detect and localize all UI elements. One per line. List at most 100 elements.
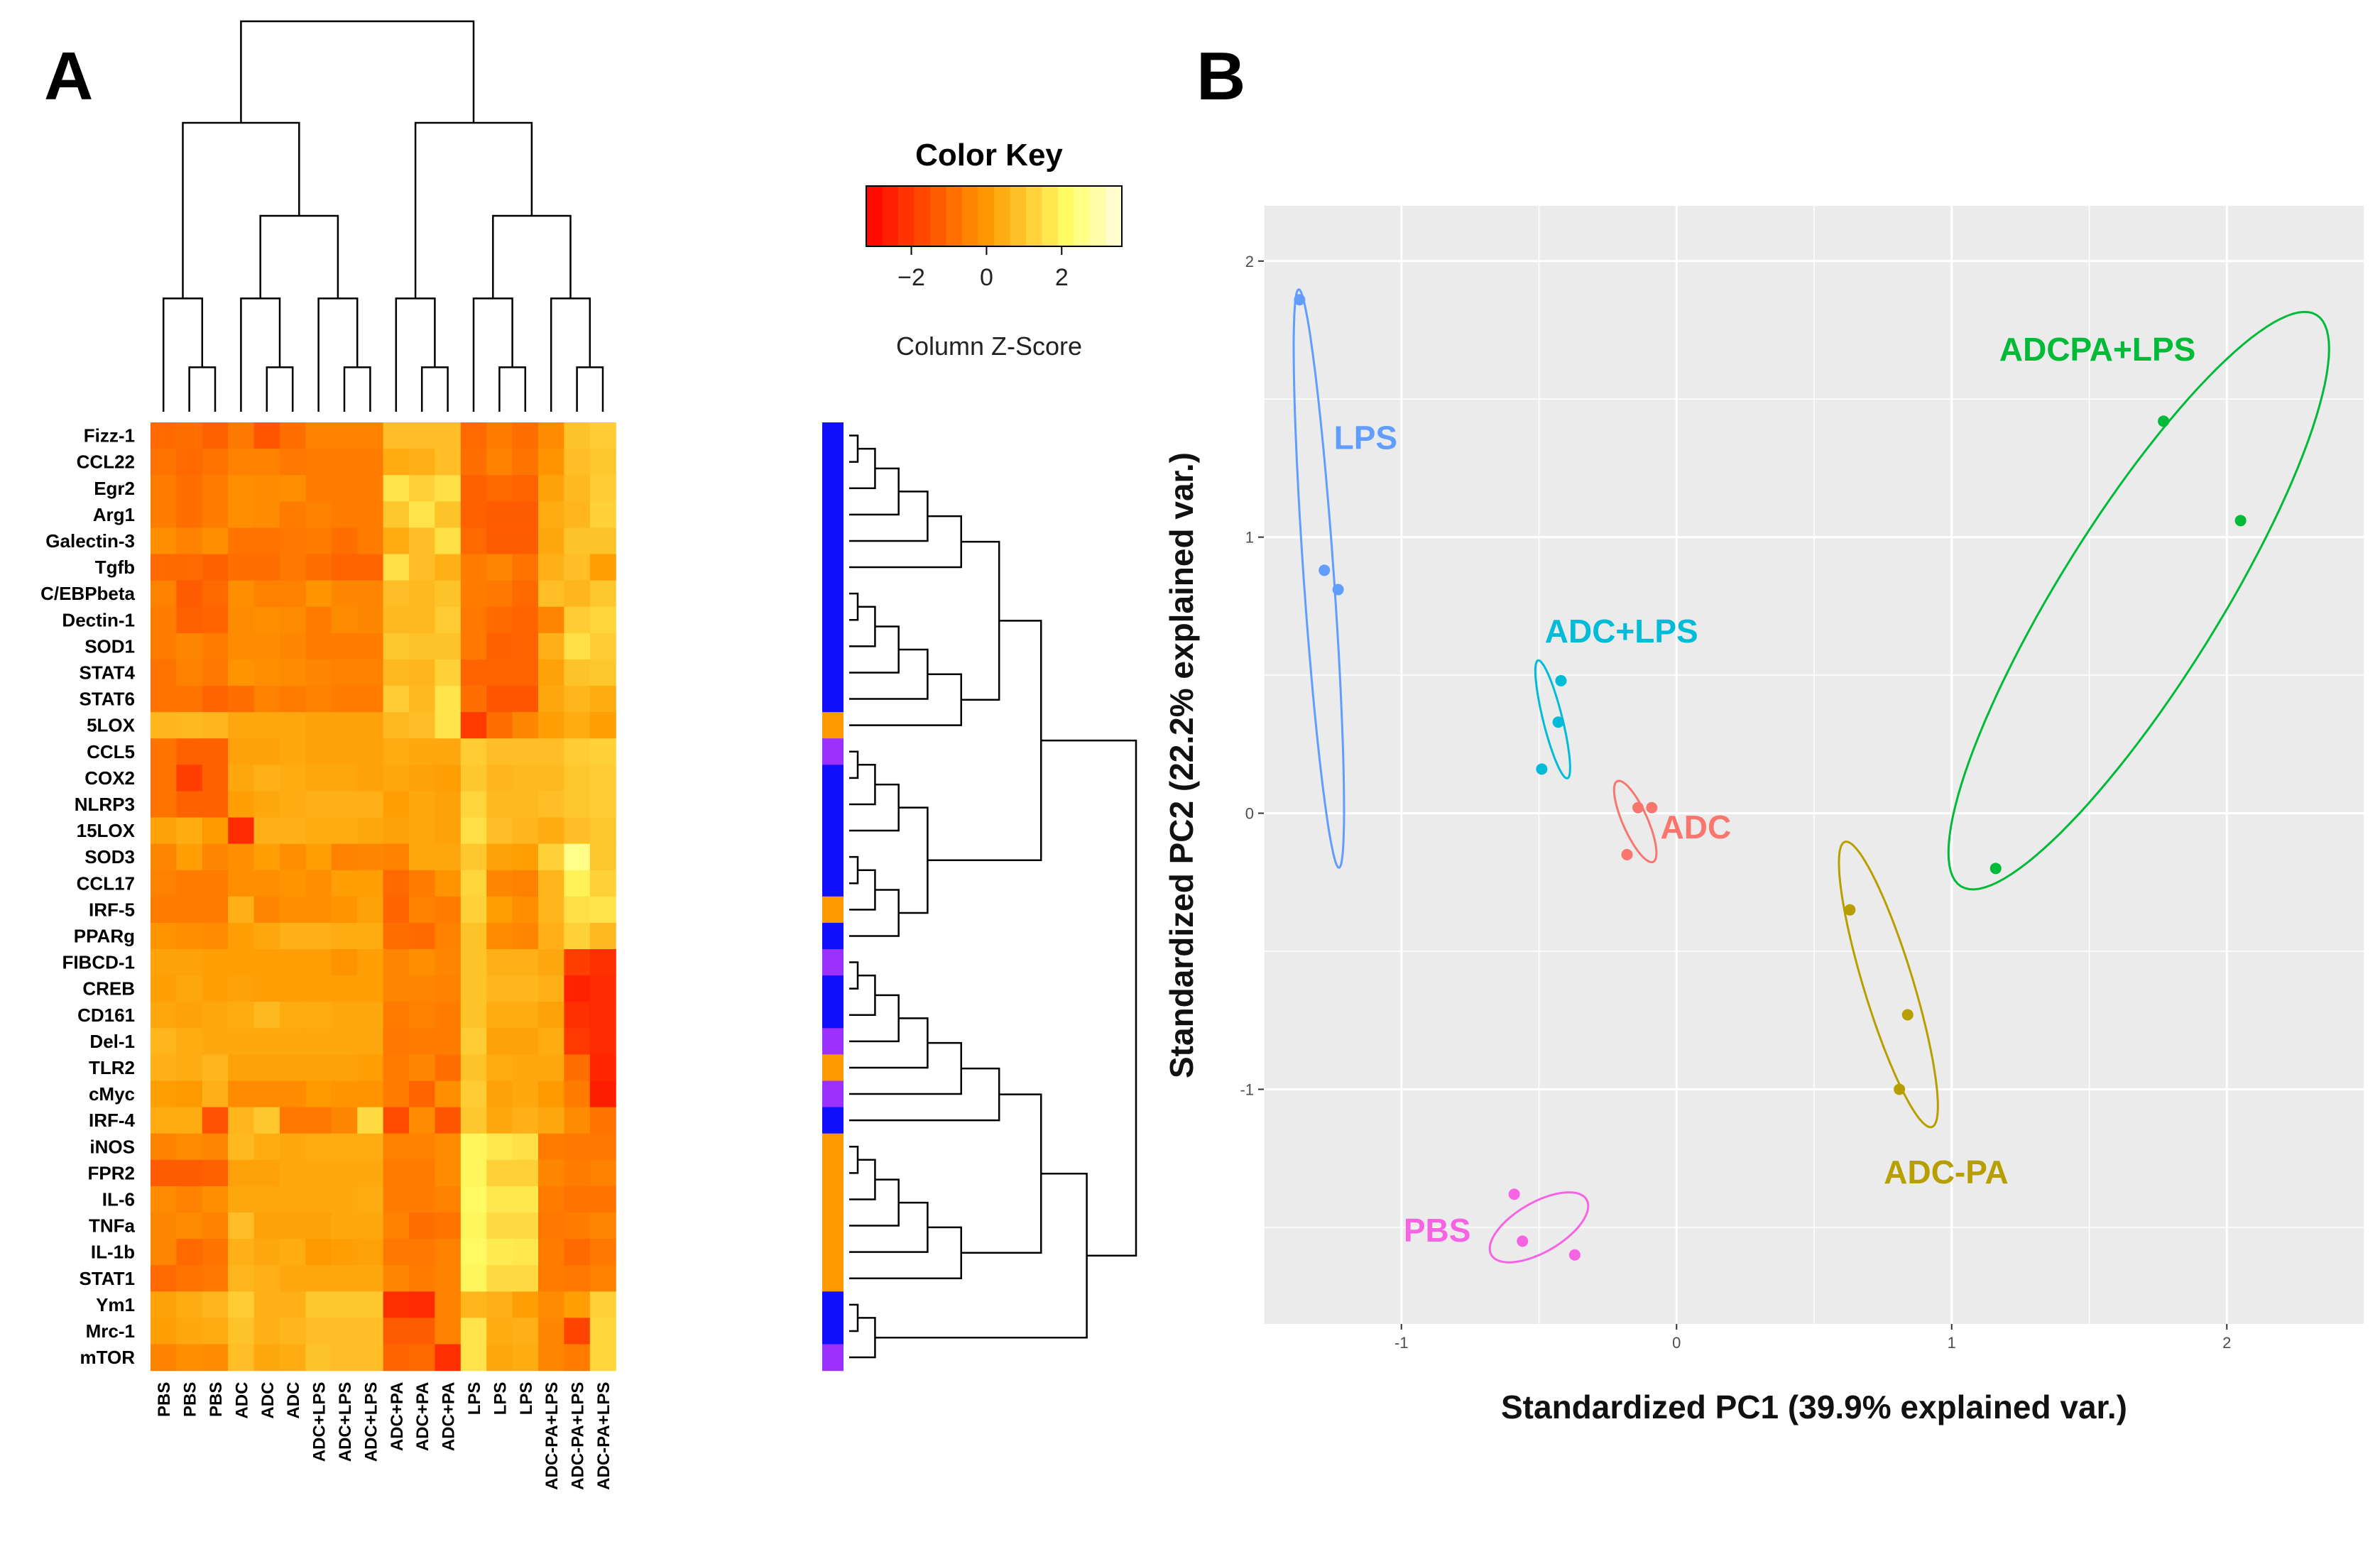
heatmap-cell: [486, 712, 513, 739]
gene-label: STAT1: [80, 1268, 135, 1289]
heatmap-cell: [357, 686, 384, 713]
heatmap-cell: [151, 659, 177, 686]
heatmap-cell: [383, 633, 410, 660]
heatmap-cell: [486, 686, 513, 713]
dendrogram-branch: [162, 297, 204, 412]
heatmap-cell: [460, 554, 487, 581]
heatmap-cell: [486, 896, 513, 924]
x-tick-label: -1: [1394, 1334, 1409, 1352]
group-ellipse: [1292, 288, 1345, 869]
heatmap-cell: [202, 1028, 229, 1055]
gene-label: Dectin-1: [62, 609, 135, 630]
heatmap-cell: [589, 501, 616, 528]
gene-label: Ym1: [96, 1294, 135, 1315]
heatmap-cell: [357, 659, 384, 686]
dendrogram-branch: [317, 297, 359, 412]
heatmap-cell: [305, 712, 332, 739]
heatmap-cell: [151, 1002, 177, 1029]
color-key-tick-label: 2: [1055, 264, 1069, 291]
row-group-marker: [822, 738, 844, 765]
heatmap-cell: [202, 765, 229, 792]
heatmap-cell: [331, 1213, 358, 1239]
heatmap-cell: [409, 1344, 435, 1372]
heatmap-cell: [435, 554, 462, 581]
heatmap-cell: [564, 896, 591, 924]
heatmap-cell: [331, 1265, 358, 1292]
heatmap-cell: [305, 1213, 332, 1239]
heatmap-cell: [589, 1028, 616, 1055]
heatmap-cell: [253, 738, 280, 765]
heatmap-cell: [383, 843, 410, 871]
heatmap-cell: [305, 870, 332, 897]
heatmap-cell: [253, 765, 280, 792]
heatmap-cell: [228, 1028, 255, 1055]
heatmap-cell: [538, 1239, 564, 1266]
heatmap-cell: [538, 686, 564, 713]
heatmap-cell: [409, 501, 435, 528]
gene-label: Egr2: [94, 478, 135, 499]
heatmap-cell: [383, 580, 410, 608]
heatmap-cell: [589, 1213, 616, 1239]
heatmap-cell: [383, 870, 410, 897]
heatmap-cell: [538, 1213, 564, 1239]
heatmap-cell: [383, 975, 410, 1002]
heatmap-cell: [228, 949, 255, 976]
heatmap-cell: [383, 1054, 410, 1082]
heatmap-cell: [409, 449, 435, 476]
color-key-segment: [1010, 186, 1027, 246]
heatmap-cell: [228, 870, 255, 897]
heatmap-cell: [151, 1080, 177, 1108]
heatmap-cell: [486, 1265, 513, 1292]
heatmap-cell: [331, 633, 358, 660]
heatmap-cell: [331, 422, 358, 449]
heatmap-cell: [486, 975, 513, 1002]
dendrogram-branch: [849, 869, 876, 911]
heatmap-cell: [460, 422, 487, 449]
sample-label: ADC: [284, 1382, 303, 1419]
heatmap-cell: [486, 870, 513, 897]
dendrogram-branch: [420, 366, 449, 412]
heatmap-cell: [202, 475, 229, 502]
heatmap-cell: [176, 738, 203, 765]
heatmap-cell: [280, 475, 306, 502]
heatmap-cell: [151, 1028, 177, 1055]
heatmap-cell: [512, 1213, 539, 1239]
heatmap-cell: [589, 975, 616, 1002]
heatmap-cell: [435, 422, 462, 449]
gene-label: C/EBPbeta: [40, 583, 135, 604]
heatmap-cell: [228, 922, 255, 950]
heatmap-cell: [357, 1159, 384, 1187]
heatmap-cell: [564, 659, 591, 686]
heatmap-cell: [435, 527, 462, 555]
heatmap-cell: [538, 449, 564, 476]
heatmap-cell: [228, 1344, 255, 1372]
heatmap-cell: [512, 1159, 539, 1187]
gene-label: IL-6: [102, 1188, 135, 1210]
row-group-marker: [822, 1107, 844, 1134]
row-group-marker: [822, 527, 844, 555]
group-labels: LPS ADC+LPS ADC ADC-PA PBS ADCPA+LPS: [1334, 331, 2196, 1249]
panel-a-label: A: [44, 38, 93, 114]
heatmap-cell: [409, 580, 435, 608]
dendrogram-branch: [849, 491, 929, 542]
heatmap-cell: [564, 738, 591, 765]
heatmap-cell: [538, 1186, 564, 1213]
heatmap-cell: [202, 1133, 229, 1161]
row-group-marker: [822, 659, 844, 686]
heatmap-cell: [151, 633, 177, 660]
gene-label: FPR2: [88, 1162, 135, 1183]
sample-label: ADC+PA: [440, 1382, 459, 1452]
dendrogram-branch: [875, 1172, 1088, 1339]
heatmap-cell: [253, 422, 280, 449]
heatmap-cell: [280, 817, 306, 845]
heatmap-cell: [383, 659, 410, 686]
heatmap-cell: [383, 527, 410, 555]
heatmap-cell: [151, 527, 177, 555]
heatmap-cell: [280, 765, 306, 792]
gene-label: IL-1b: [91, 1242, 135, 1263]
heatmap-cell: [280, 1318, 306, 1345]
row-group-marker: [822, 606, 844, 634]
heatmap-cell: [357, 1054, 384, 1082]
heatmap-cell: [435, 975, 462, 1002]
